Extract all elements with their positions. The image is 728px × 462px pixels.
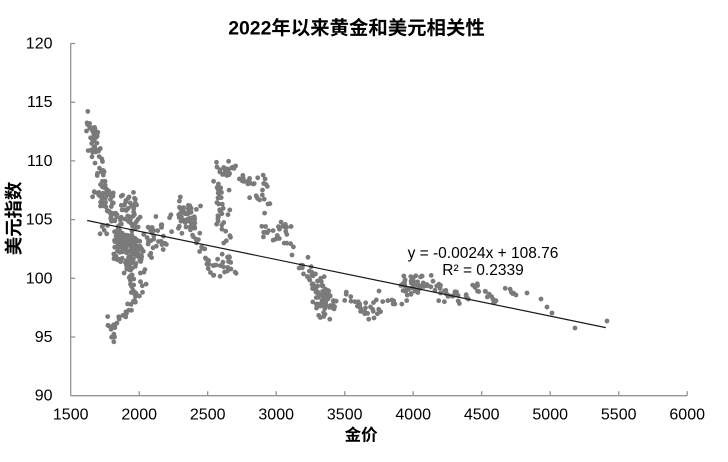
svg-text:100: 100 [26, 270, 53, 287]
svg-text:6000: 6000 [669, 407, 705, 424]
svg-text:3000: 3000 [258, 407, 294, 424]
svg-text:110: 110 [27, 153, 53, 170]
svg-text:95: 95 [35, 329, 53, 346]
svg-text:1500: 1500 [53, 407, 89, 424]
svg-text:2000: 2000 [121, 407, 157, 424]
svg-text:90: 90 [35, 388, 53, 405]
svg-text:2022: 2022 [228, 18, 271, 40]
svg-text:4500: 4500 [464, 407, 500, 424]
svg-text:115: 115 [27, 94, 53, 111]
svg-text:2500: 2500 [190, 407, 226, 424]
svg-text:105: 105 [26, 212, 53, 229]
svg-text:y = -0.0024x + 108.76: y = -0.0024x + 108.76 [408, 245, 559, 262]
svg-text:4000: 4000 [395, 407, 431, 424]
svg-text:5000: 5000 [532, 407, 568, 424]
svg-text:120: 120 [26, 36, 53, 53]
svg-text:5500: 5500 [601, 407, 637, 424]
svg-text:3500: 3500 [327, 407, 363, 424]
svg-text:R² = 0.2339: R² = 0.2339 [442, 262, 523, 279]
